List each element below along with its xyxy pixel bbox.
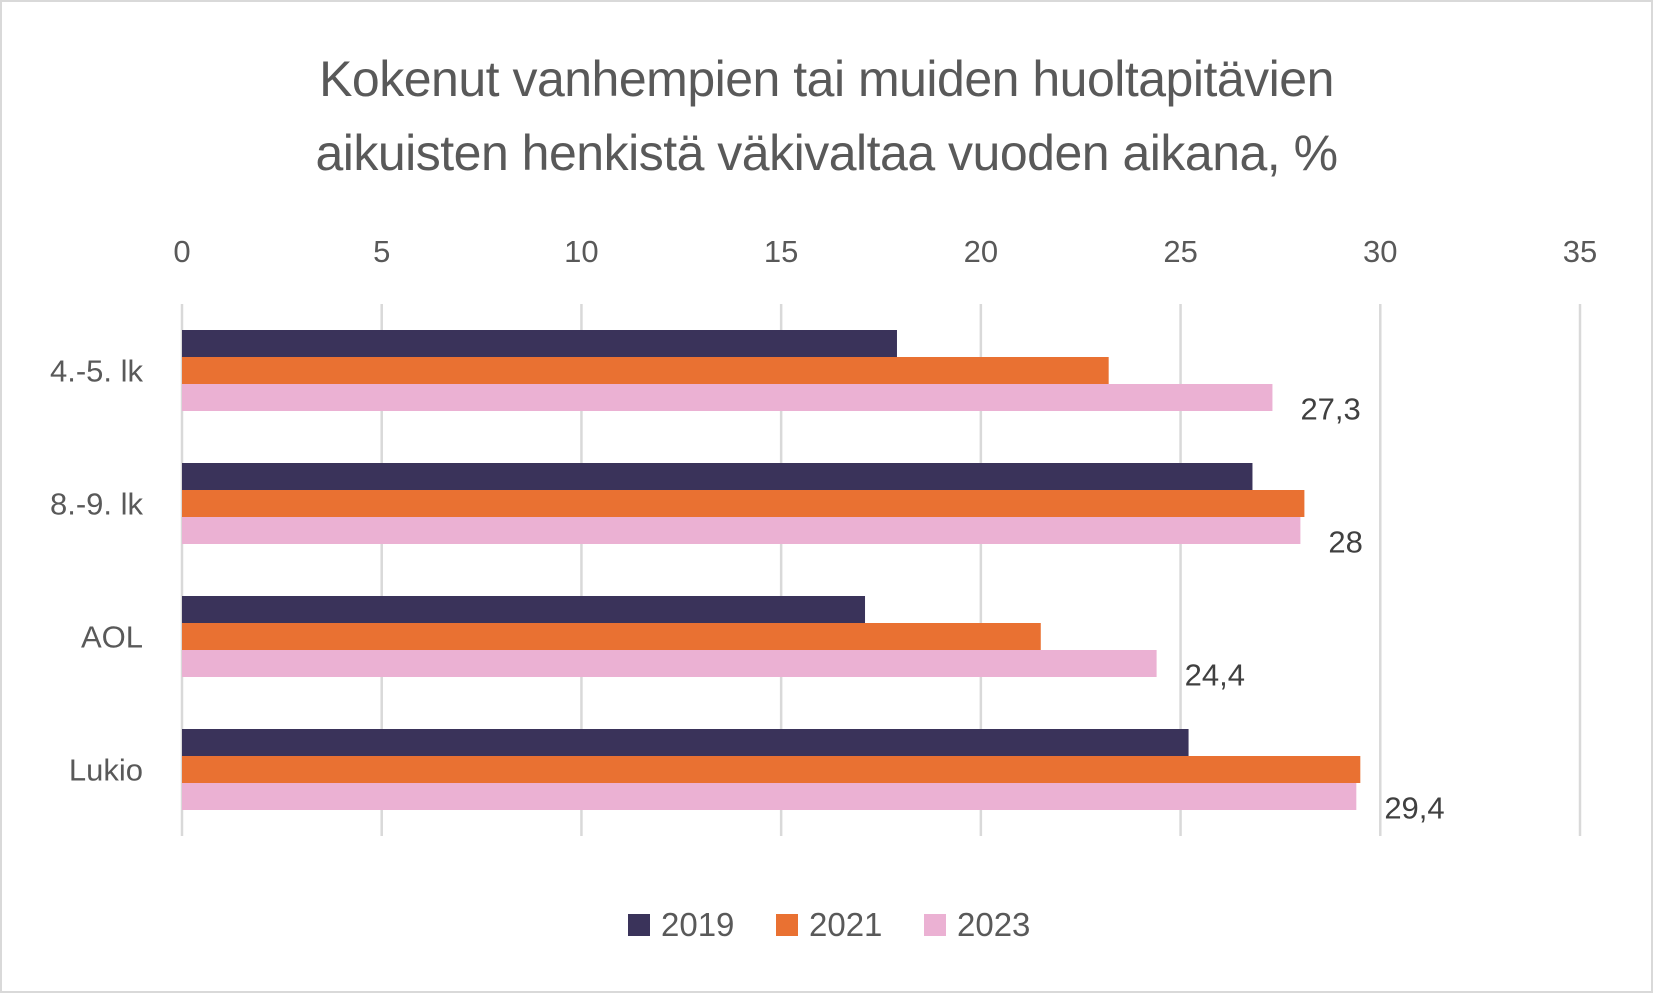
x-tick-label: 0 bbox=[173, 234, 190, 269]
bar-2019-1 bbox=[182, 463, 1253, 490]
legend-swatch-2019 bbox=[628, 914, 650, 936]
bar-2023-0 bbox=[182, 384, 1273, 411]
bar-2023-3 bbox=[182, 783, 1357, 810]
data-label: 24,4 bbox=[1185, 658, 1245, 693]
legend-label: 2023 bbox=[957, 906, 1030, 943]
bar-2021-1 bbox=[182, 490, 1305, 517]
category-label: 8.-9. lk bbox=[50, 487, 144, 522]
legend-label: 2019 bbox=[661, 906, 734, 943]
x-tick-label: 30 bbox=[1363, 234, 1397, 269]
legend-swatch-2023 bbox=[924, 914, 946, 936]
category-labels: 4.-5. lk 8.-9. lk AOL Lukio bbox=[50, 354, 144, 788]
x-tick-label: 10 bbox=[564, 234, 598, 269]
bars bbox=[182, 330, 1361, 810]
bar-2021-2 bbox=[182, 623, 1041, 650]
bar-2019-3 bbox=[182, 729, 1189, 756]
bar-2019-0 bbox=[182, 330, 897, 357]
chart-title: Kokenut vanhempien tai muiden huoltapitä… bbox=[0, 42, 1653, 190]
chart-title-line-1: Kokenut vanhempien tai muiden huoltapitä… bbox=[319, 51, 1334, 107]
legend-label: 2021 bbox=[809, 906, 882, 943]
legend-swatch-2021 bbox=[776, 914, 798, 936]
x-tick-label: 35 bbox=[1563, 234, 1597, 269]
category-label: Lukio bbox=[69, 753, 143, 788]
x-tick-label: 25 bbox=[1163, 234, 1197, 269]
data-label: 29,4 bbox=[1384, 791, 1444, 826]
legend: 2019 2021 2023 bbox=[628, 906, 1030, 943]
bar-2023-1 bbox=[182, 517, 1301, 544]
data-labels: 27,3 28 24,4 29,4 bbox=[1185, 392, 1445, 826]
category-label: 4.-5. lk bbox=[50, 354, 144, 389]
data-label: 27,3 bbox=[1300, 392, 1360, 427]
chart-title-line-2: aikuisten henkistä väkivaltaa vuoden aik… bbox=[315, 125, 1338, 181]
bar-2021-0 bbox=[182, 357, 1109, 384]
x-tick-label: 15 bbox=[764, 234, 798, 269]
x-axis-tick-labels: 0 5 10 15 20 25 30 35 bbox=[173, 234, 1597, 269]
category-label: AOL bbox=[81, 620, 143, 655]
bar-2021-3 bbox=[182, 756, 1361, 783]
data-label: 28 bbox=[1328, 525, 1362, 560]
x-tick-label: 20 bbox=[964, 234, 998, 269]
x-tick-label: 5 bbox=[373, 234, 390, 269]
bar-2019-2 bbox=[182, 596, 866, 623]
bar-2023-2 bbox=[182, 650, 1157, 677]
